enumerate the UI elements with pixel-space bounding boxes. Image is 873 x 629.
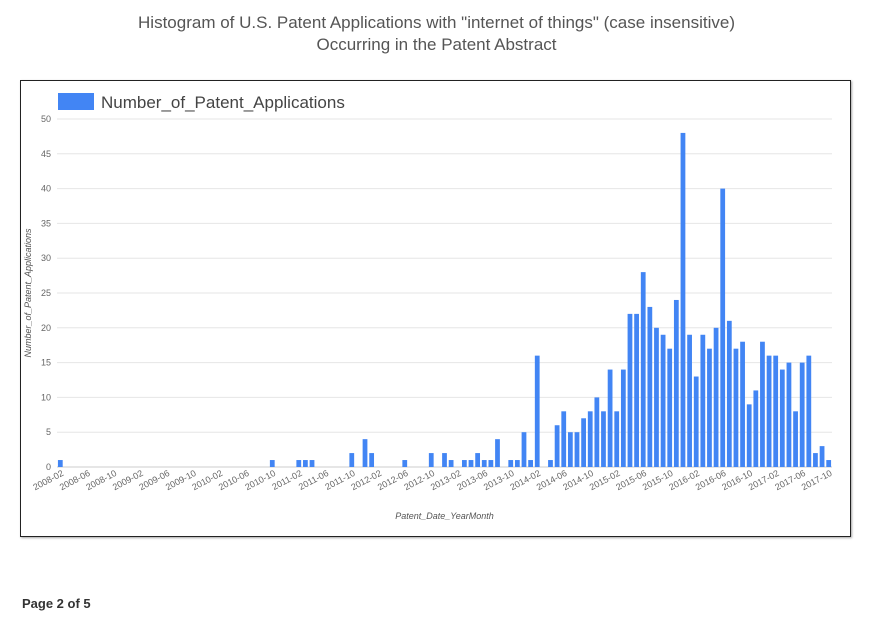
y-tick-label: 35 [41,218,51,228]
bar [521,432,527,467]
bar [402,460,408,467]
bar [819,446,825,467]
bar [349,453,355,467]
bar [806,355,812,467]
bar [700,334,706,467]
histogram-chart: 051015202530354045502008-022008-062008-1… [23,93,834,521]
bar [581,418,586,467]
bar [654,327,659,467]
y-tick-label: 5 [46,427,51,437]
bar [680,132,686,468]
bar [620,369,626,467]
bar [309,460,315,467]
bar [660,334,666,467]
bar [799,362,805,467]
legend-label: Number_of_Patent_Applications [101,93,345,112]
bar [442,453,447,467]
bar [753,390,759,467]
chart-title-line-1: Histogram of U.S. Patent Applications wi… [138,13,735,32]
bar [514,460,520,467]
bar [760,341,765,467]
bar [786,362,792,467]
y-tick-label: 40 [41,184,51,194]
bar [534,355,540,467]
bar [740,341,745,467]
bar [475,453,481,467]
x-tick-label: 2017-10 [800,468,834,492]
bar [303,460,308,467]
bar [726,320,732,467]
x-axis-title: Patent_Date_YearMonth [395,511,494,521]
bar [766,355,772,467]
bar [813,453,818,467]
bar [640,272,646,467]
bar [779,369,785,467]
bar [488,460,494,467]
chart-frame: 0 5 10 15 20 25 30 35 40 45 50 2008-02 2008-06 2008-1… [20,80,851,537]
page-indicator: Page 2 of 5 [22,596,91,611]
bar [481,460,487,467]
bar [587,411,593,467]
bar [461,460,467,467]
bar [627,313,633,467]
bar [793,411,798,467]
bar [369,453,375,467]
bar [673,299,679,467]
y-tick-label: 25 [41,288,51,298]
bar [528,460,533,467]
bar [548,460,553,467]
bar [647,306,653,467]
bar [508,460,514,467]
bar [707,348,712,467]
bar [428,453,434,467]
bar [687,334,692,467]
bar [594,397,600,467]
bar [561,411,567,467]
y-axis-title: Number_of_Patent_Applications [23,228,33,358]
bar [693,376,699,467]
bar [574,432,580,467]
y-tick-label: 0 [46,462,51,472]
bar [554,425,560,467]
x-tick-label: 2010-10 [243,468,277,492]
bar [746,404,752,467]
y-tick-label: 20 [41,323,51,333]
bar [57,460,63,467]
bar [468,460,474,467]
bar [607,369,613,467]
bar [634,313,639,467]
bar [495,439,500,467]
y-tick-label: 10 [41,392,51,402]
bar [826,460,832,467]
bar [614,411,620,467]
bar [601,411,606,467]
legend-swatch [58,93,94,110]
bar [667,348,673,467]
bar [448,460,454,467]
bar [567,432,573,467]
y-tick-label: 50 [41,114,51,124]
bar [713,327,719,467]
bar [296,460,302,467]
bar [269,460,275,467]
chart-title-line-2: Occurring in the Patent Abstract [316,35,557,54]
bar [773,355,779,467]
chart-title: Histogram of U.S. Patent Applications wi… [0,12,873,56]
y-tick-label: 15 [41,358,51,368]
bar [720,188,726,467]
y-tick-label: 30 [41,253,51,263]
bar [733,348,739,467]
bar [362,439,368,467]
y-tick-label: 45 [41,149,51,159]
